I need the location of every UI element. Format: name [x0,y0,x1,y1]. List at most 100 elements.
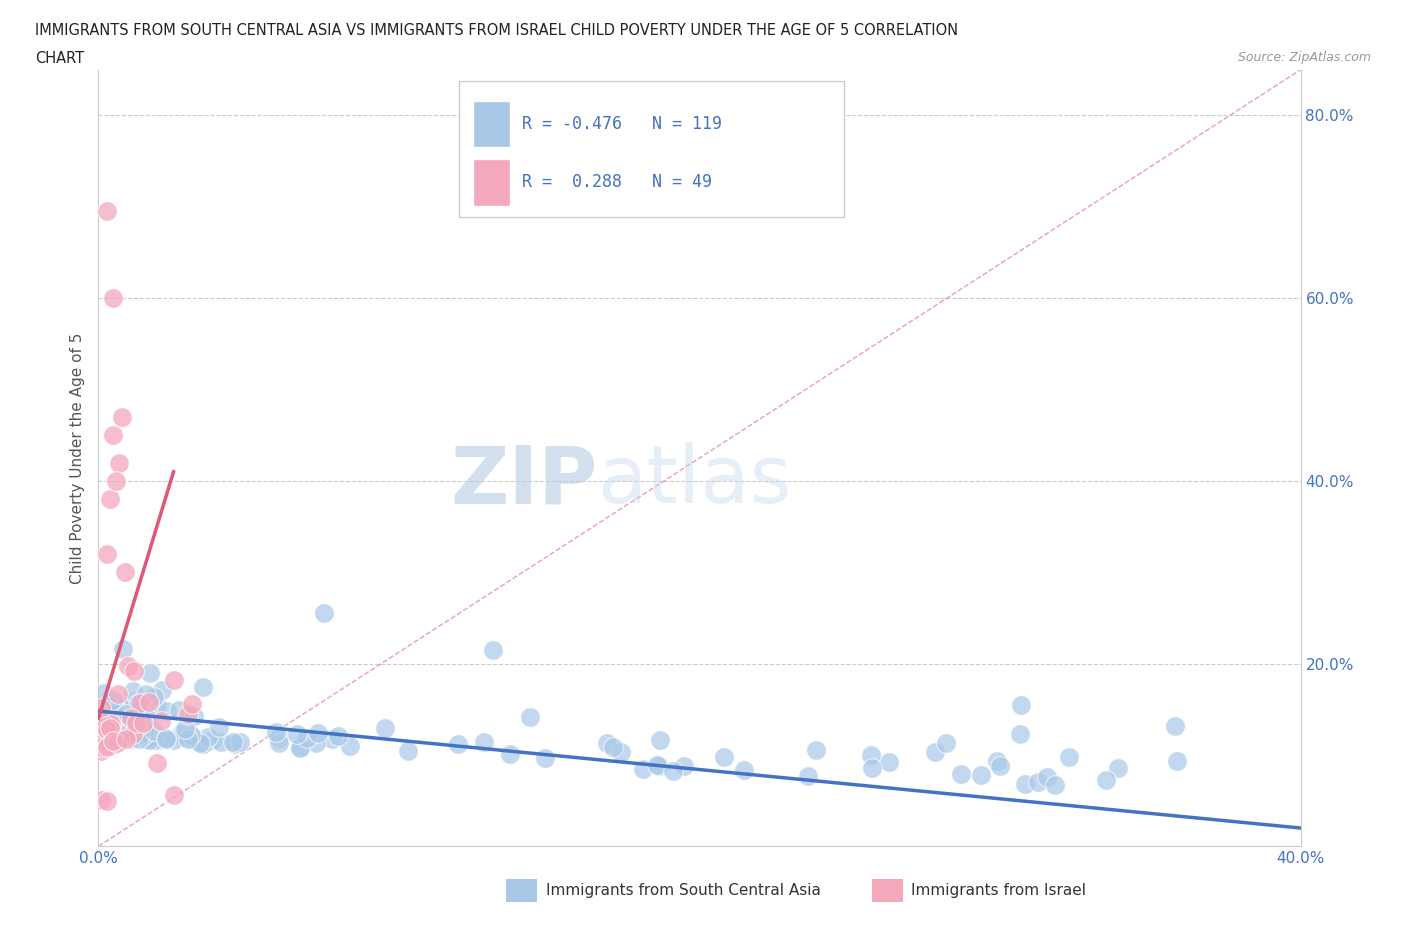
Point [177,706,200,721]
Text: Source: ZipAtlas.com: Source: ZipAtlas.com [1237,51,1371,64]
Point [877,754,900,769]
Point [90,739,112,754]
Point [673,759,696,774]
Point [105,473,128,488]
Point [602,740,624,755]
Point [128,726,150,741]
Point [191,680,214,695]
Point [321,732,343,747]
Point [163,672,186,687]
Point [1163,719,1185,734]
Point [1014,777,1036,791]
Point [950,766,973,781]
Point [1010,726,1032,741]
Point [222,735,245,750]
Point [307,725,329,740]
Point [101,722,124,737]
Point [103,291,125,306]
Point [288,739,311,754]
Point [143,724,166,738]
Point [134,722,156,737]
Point [1166,753,1188,768]
Point [860,747,883,762]
Point [100,717,122,732]
Point [93,685,115,700]
Point [648,733,671,748]
Point [645,757,668,772]
Point [98,713,121,728]
Point [155,732,177,747]
Point [96,547,118,562]
Point [207,720,229,735]
Point [173,729,195,744]
Point [97,737,120,752]
Point [1036,769,1059,784]
Point [143,733,166,748]
Point [94,719,117,734]
Point [138,733,160,748]
Point [114,565,136,579]
Point [596,736,619,751]
Point [91,723,114,737]
Point [96,739,118,754]
Point [197,730,219,745]
Point [481,643,503,658]
Point [93,716,115,731]
Point [135,731,157,746]
Text: Immigrants from South Central Asia: Immigrants from South Central Asia [546,884,821,898]
Point [136,711,159,725]
Point [633,762,655,777]
Point [662,764,685,778]
Point [191,737,214,751]
FancyBboxPatch shape [474,159,509,206]
FancyBboxPatch shape [458,82,844,218]
Point [127,696,149,711]
Point [107,726,129,741]
Point [96,736,118,751]
Point [104,727,127,742]
Point [129,726,152,741]
Point [935,736,957,751]
Point [162,788,184,803]
Point [128,732,150,747]
Point [122,684,145,698]
Point [180,727,202,742]
Point [96,204,118,219]
Point [107,727,129,742]
Point [100,492,122,507]
Point [181,697,204,711]
Point [224,737,246,751]
Point [131,717,153,732]
Point [111,409,134,424]
Point [132,716,155,731]
Point [201,733,224,748]
Point [173,722,195,737]
Point [139,732,162,747]
Point [125,720,148,735]
Point [128,696,150,711]
Point [143,689,166,704]
Point [138,694,160,709]
Point [796,769,818,784]
Point [519,710,541,724]
Text: R = -0.476   N = 119: R = -0.476 N = 119 [522,115,721,133]
Point [970,767,993,782]
Point [266,724,288,739]
Point [150,683,173,698]
Point [396,743,419,758]
Point [94,728,117,743]
Point [121,722,143,737]
Point [326,729,349,744]
Point [209,735,232,750]
Point [146,733,169,748]
Point [93,727,115,742]
Point [145,698,167,712]
Point [139,666,162,681]
Text: atlas: atlas [598,443,792,520]
Point [112,727,135,742]
Point [163,732,186,747]
Point [105,708,128,723]
Point [98,720,121,735]
Point [90,793,112,808]
Point [447,736,470,751]
